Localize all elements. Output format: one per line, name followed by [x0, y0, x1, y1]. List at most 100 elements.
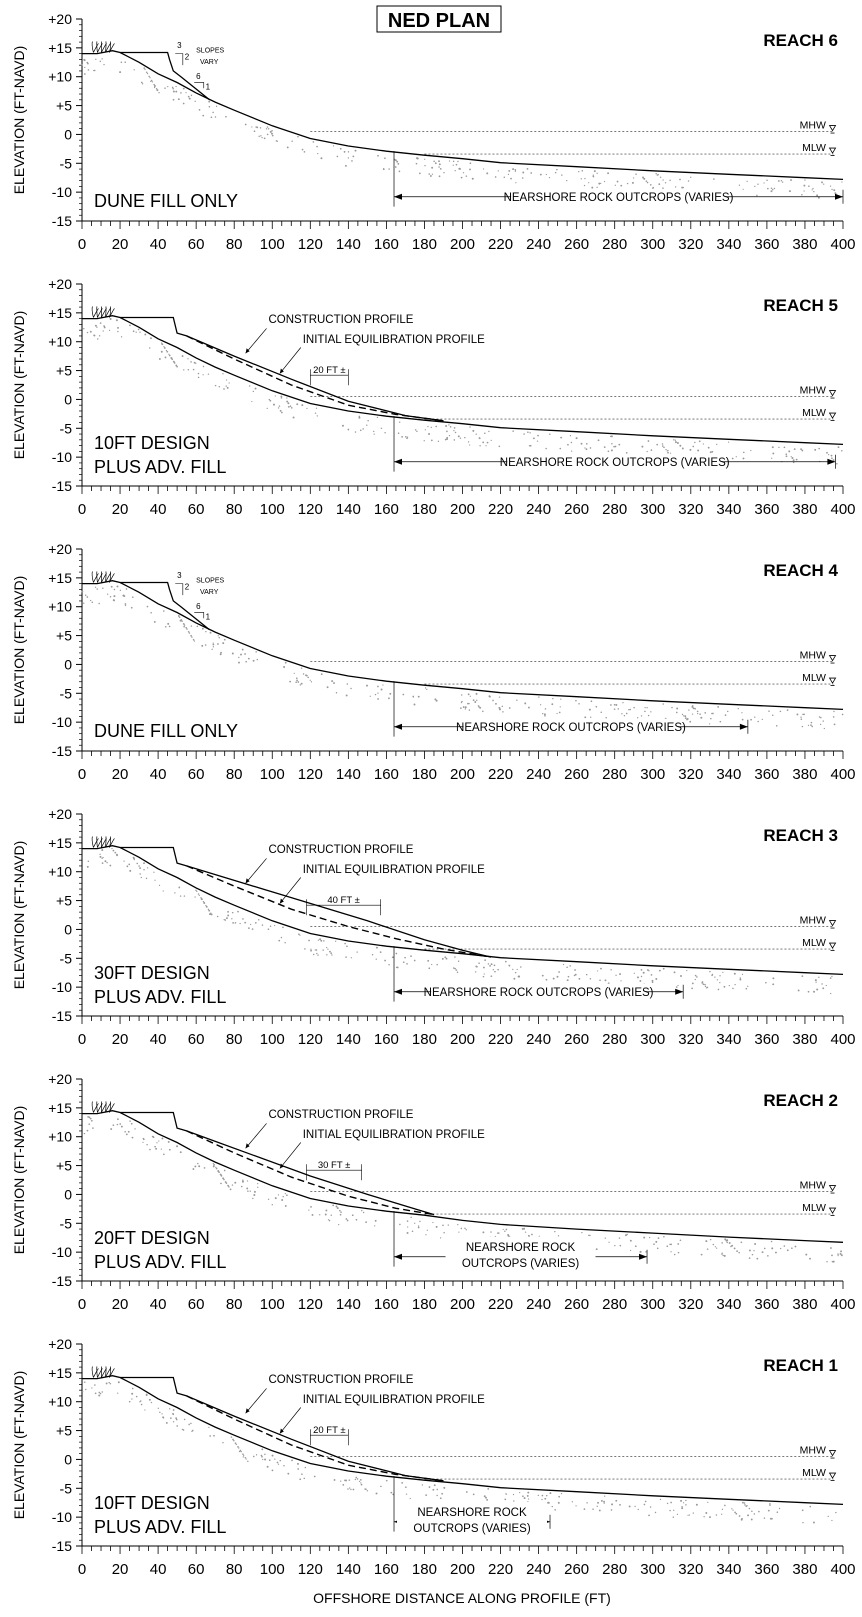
mlw-label: MLW	[802, 937, 826, 949]
sand-stipple	[101, 1391, 103, 1393]
sand-stipple	[410, 955, 412, 958]
sand-stipple	[405, 1493, 408, 1495]
sand-stipple	[488, 430, 490, 433]
sand-stipple	[146, 72, 149, 75]
y-tick-label: +10	[48, 69, 72, 85]
x-tick-label: 20	[112, 1561, 129, 1578]
sand-stipple	[317, 152, 319, 155]
sand-stipple	[556, 168, 558, 171]
sand-stipple	[677, 1243, 680, 1245]
sand-stipple	[113, 588, 116, 591]
sand-stipple	[186, 628, 188, 630]
reach-title: REACH 5	[763, 296, 838, 315]
sand-stipple	[516, 968, 518, 971]
sand-stipple	[254, 922, 257, 924]
sand-stipple	[709, 451, 712, 454]
sand-stipple	[822, 720, 824, 722]
sand-stipple	[83, 73, 86, 75]
sand-stipple	[722, 971, 724, 973]
sand-stipple	[209, 631, 212, 634]
sand-stipple	[271, 129, 273, 132]
existing-profile	[82, 845, 844, 976]
sand-stipple	[179, 619, 182, 622]
sand-stipple	[376, 946, 378, 949]
x-tick-label: 320	[678, 501, 703, 518]
sand-stipple	[355, 1476, 358, 1479]
sand-stipple	[228, 1186, 230, 1188]
sand-stipple	[425, 1494, 428, 1496]
sand-stipple	[232, 921, 234, 924]
sand-stipple	[274, 395, 276, 397]
sand-stipple	[756, 194, 758, 197]
y-tick-label: +15	[48, 835, 72, 851]
sand-stipple	[663, 1235, 665, 1238]
sand-stipple	[406, 963, 408, 965]
sand-stipple	[340, 1211, 342, 1214]
sand-stipple	[163, 347, 166, 349]
sand-stipple	[826, 1261, 828, 1263]
sand-stipple	[615, 1499, 618, 1502]
sand-stipple	[196, 890, 198, 893]
sand-stipple	[297, 1462, 299, 1465]
construction-profile-label: CONSTRUCTION PROFILE	[268, 844, 413, 856]
sand-stipple	[89, 599, 92, 602]
sand-stipple	[443, 1232, 445, 1234]
sand-stipple	[495, 702, 497, 705]
sand-stipple	[120, 336, 123, 338]
sand-stipple	[679, 1239, 682, 1242]
sand-stipple	[255, 651, 257, 653]
sand-stipple	[538, 696, 540, 698]
sand-stipple	[781, 181, 784, 183]
sand-stipple	[494, 176, 497, 178]
sand-stipple	[721, 1242, 723, 1244]
sand-stipple	[460, 176, 463, 179]
sand-stipple	[150, 80, 152, 83]
sand-stipple	[310, 949, 312, 952]
sand-stipple	[377, 154, 379, 157]
sand-stipple	[453, 427, 456, 429]
grass-blade	[97, 1368, 103, 1378]
sand-stipple	[325, 1209, 328, 1212]
sand-stipple	[772, 983, 774, 986]
sand-stipple	[203, 1167, 206, 1169]
sand-stipple	[825, 984, 827, 987]
sand-stipple	[413, 703, 416, 706]
sand-stipple	[208, 100, 211, 103]
sand-stipple	[453, 429, 455, 432]
sand-stipple	[709, 723, 711, 725]
outcrop-label: OUTCROPS (VARIES)	[413, 1523, 531, 1535]
sand-stipple	[796, 713, 799, 716]
sand-stipple	[304, 948, 306, 950]
sand-stipple	[584, 177, 586, 180]
sand-stipple	[113, 595, 116, 598]
sand-stipple	[154, 1145, 156, 1148]
sand-stipple	[101, 862, 104, 864]
sand-stipple	[131, 1392, 134, 1395]
sand-stipple	[191, 636, 193, 638]
sand-stipple	[86, 596, 89, 598]
sand-stipple	[758, 1510, 760, 1513]
sand-stipple	[271, 1454, 274, 1457]
sand-stipple	[771, 446, 774, 449]
sand-stipple	[129, 1120, 131, 1122]
sand-stipple	[629, 1239, 632, 1242]
sand-stipple	[308, 1209, 310, 1211]
sand-stipple	[507, 173, 510, 176]
equilibration-profile-label: INITIAL EQUILIBRATION PROFILE	[303, 1129, 485, 1141]
sand-stipple	[620, 980, 622, 982]
sand-stipple	[172, 1413, 175, 1416]
sand-stipple	[598, 1509, 601, 1512]
sand-stipple	[160, 342, 163, 344]
sand-stipple	[769, 1504, 771, 1507]
sand-stipple	[154, 879, 156, 881]
sand-stipple	[358, 1480, 361, 1483]
sand-stipple	[222, 642, 225, 645]
construction-profile-label: CONSTRUCTION PROFILE	[268, 1374, 413, 1386]
sand-stipple	[264, 1458, 267, 1461]
grass-blade	[105, 306, 107, 318]
outcrop-label-bg	[511, 188, 726, 204]
sand-stipple	[672, 1516, 675, 1518]
sand-stipple	[486, 441, 489, 444]
sand-stipple	[508, 170, 511, 172]
sand-stipple	[261, 1448, 264, 1451]
